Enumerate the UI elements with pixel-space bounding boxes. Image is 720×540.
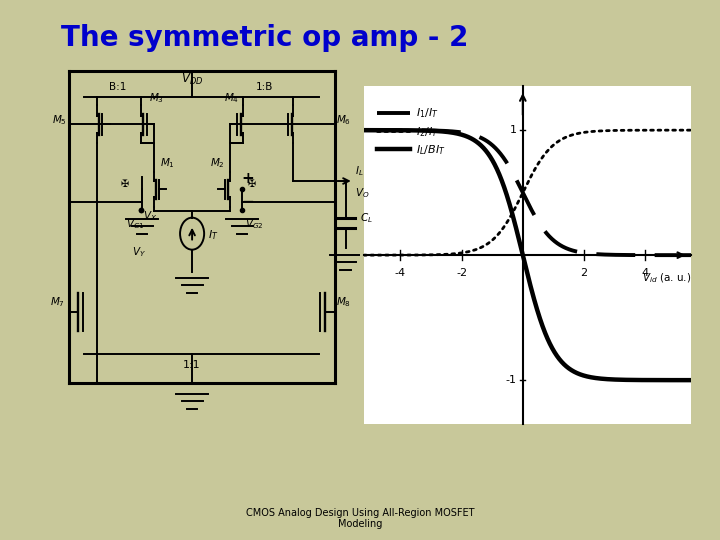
Text: $M_3$: $M_3$ bbox=[149, 91, 164, 105]
Text: $M_4$: $M_4$ bbox=[224, 91, 239, 105]
Text: $C_L$: $C_L$ bbox=[360, 211, 373, 225]
Text: 1: 1 bbox=[510, 125, 517, 135]
Text: $I_T$: $I_T$ bbox=[208, 228, 218, 242]
Text: $M_2$: $M_2$ bbox=[210, 156, 225, 170]
Text: -4: -4 bbox=[395, 268, 406, 278]
Text: $V_X$: $V_X$ bbox=[143, 209, 157, 222]
Text: $V_{id}$ (a. u.): $V_{id}$ (a. u.) bbox=[642, 272, 691, 285]
Text: 1:1: 1:1 bbox=[184, 360, 201, 370]
Text: -2: -2 bbox=[456, 268, 467, 278]
Text: CMOS Analog Design Using All-Region MOSFET
Modeling: CMOS Analog Design Using All-Region MOSF… bbox=[246, 508, 474, 529]
Text: $V_{G1}$: $V_{G1}$ bbox=[126, 217, 145, 231]
Text: $V_O$: $V_O$ bbox=[355, 186, 370, 200]
Text: -1: -1 bbox=[505, 375, 516, 385]
Text: $I_L$: $I_L$ bbox=[355, 165, 364, 179]
Legend: $I_1/I_T$, $I_2/I_T$, $I_L/BI_T$: $I_1/I_T$, $I_2/I_T$, $I_L/BI_T$ bbox=[372, 102, 450, 161]
Text: 1:B: 1:B bbox=[256, 83, 274, 92]
Text: $-$: $-$ bbox=[241, 192, 254, 207]
Text: $V_{DD}$: $V_{DD}$ bbox=[181, 72, 203, 87]
Text: The symmetric op amp - 2: The symmetric op amp - 2 bbox=[61, 24, 469, 52]
Text: $M_5$: $M_5$ bbox=[52, 113, 67, 127]
Text: 2: 2 bbox=[580, 268, 588, 278]
Text: 4: 4 bbox=[642, 268, 649, 278]
Text: $M_1$: $M_1$ bbox=[161, 156, 176, 170]
Text: $V_Y$: $V_Y$ bbox=[132, 245, 146, 259]
Text: B:1: B:1 bbox=[109, 83, 126, 92]
Text: $V_{G2}$: $V_{G2}$ bbox=[246, 217, 264, 231]
Text: $M_6$: $M_6$ bbox=[336, 113, 351, 127]
Text: $✠$: $✠$ bbox=[247, 177, 256, 190]
Text: $M_7$: $M_7$ bbox=[50, 295, 66, 309]
Text: $M_8$: $M_8$ bbox=[336, 295, 351, 309]
Text: +: + bbox=[241, 171, 254, 186]
Text: $✠$: $✠$ bbox=[120, 177, 130, 190]
